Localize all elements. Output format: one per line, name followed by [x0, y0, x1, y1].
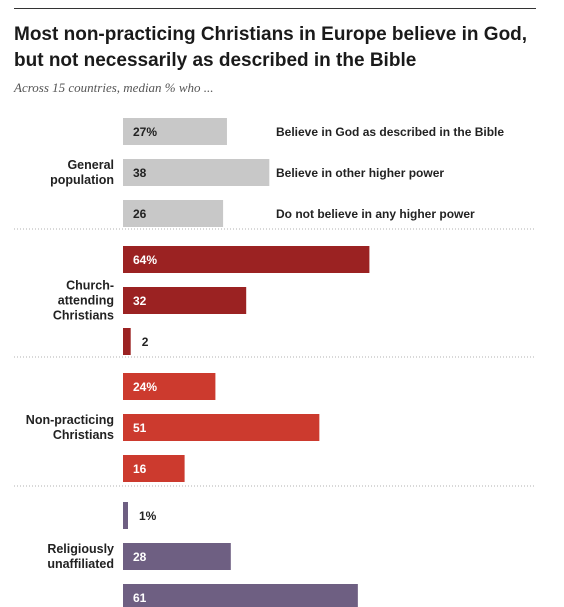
bar — [123, 287, 247, 314]
bar — [123, 159, 270, 186]
group-label: General — [67, 158, 114, 172]
bar — [123, 328, 131, 355]
group-label: Christians — [53, 309, 114, 323]
bar — [123, 455, 185, 482]
bar-value-label: 51 — [133, 421, 147, 435]
bar — [123, 502, 128, 529]
bar-value-label: 1% — [139, 509, 157, 523]
group-label: unaffiliated — [47, 557, 114, 571]
bar-value-label: 16 — [133, 462, 147, 476]
bar — [123, 200, 224, 227]
category-label: Believe in other higher power — [276, 166, 444, 180]
bar — [123, 584, 358, 607]
bar-value-label: 27% — [133, 125, 157, 139]
category-label: Do not believe in any higher power — [276, 207, 475, 221]
category-label: Believe in God as described in the Bible — [276, 125, 504, 139]
top-rule — [14, 8, 536, 9]
group-label: Religiously — [47, 542, 114, 556]
bar-value-label: 61 — [133, 591, 147, 605]
bar-value-label: 24% — [133, 380, 157, 394]
bar-value-label: 32 — [133, 294, 147, 308]
bar — [123, 373, 216, 400]
group-label: Christians — [53, 428, 114, 442]
bar-value-label: 26 — [133, 207, 147, 221]
bar-value-label: 38 — [133, 166, 147, 180]
bar — [123, 118, 227, 145]
group-label: Non-practicing — [26, 413, 114, 427]
group-label: Church- — [66, 279, 114, 293]
bar-value-label: 28 — [133, 550, 147, 564]
bar-value-label: 64% — [133, 253, 157, 267]
chart-subtitle: Across 15 countries, median % who ... — [14, 80, 214, 95]
group-label: attending — [58, 294, 114, 308]
chart-title: Most non-practicing Christians in Europe… — [14, 24, 528, 71]
bar — [123, 414, 320, 441]
group-label: population — [50, 173, 114, 187]
bar — [123, 543, 231, 570]
bar-value-label: 2 — [142, 335, 149, 349]
bar — [123, 246, 370, 273]
